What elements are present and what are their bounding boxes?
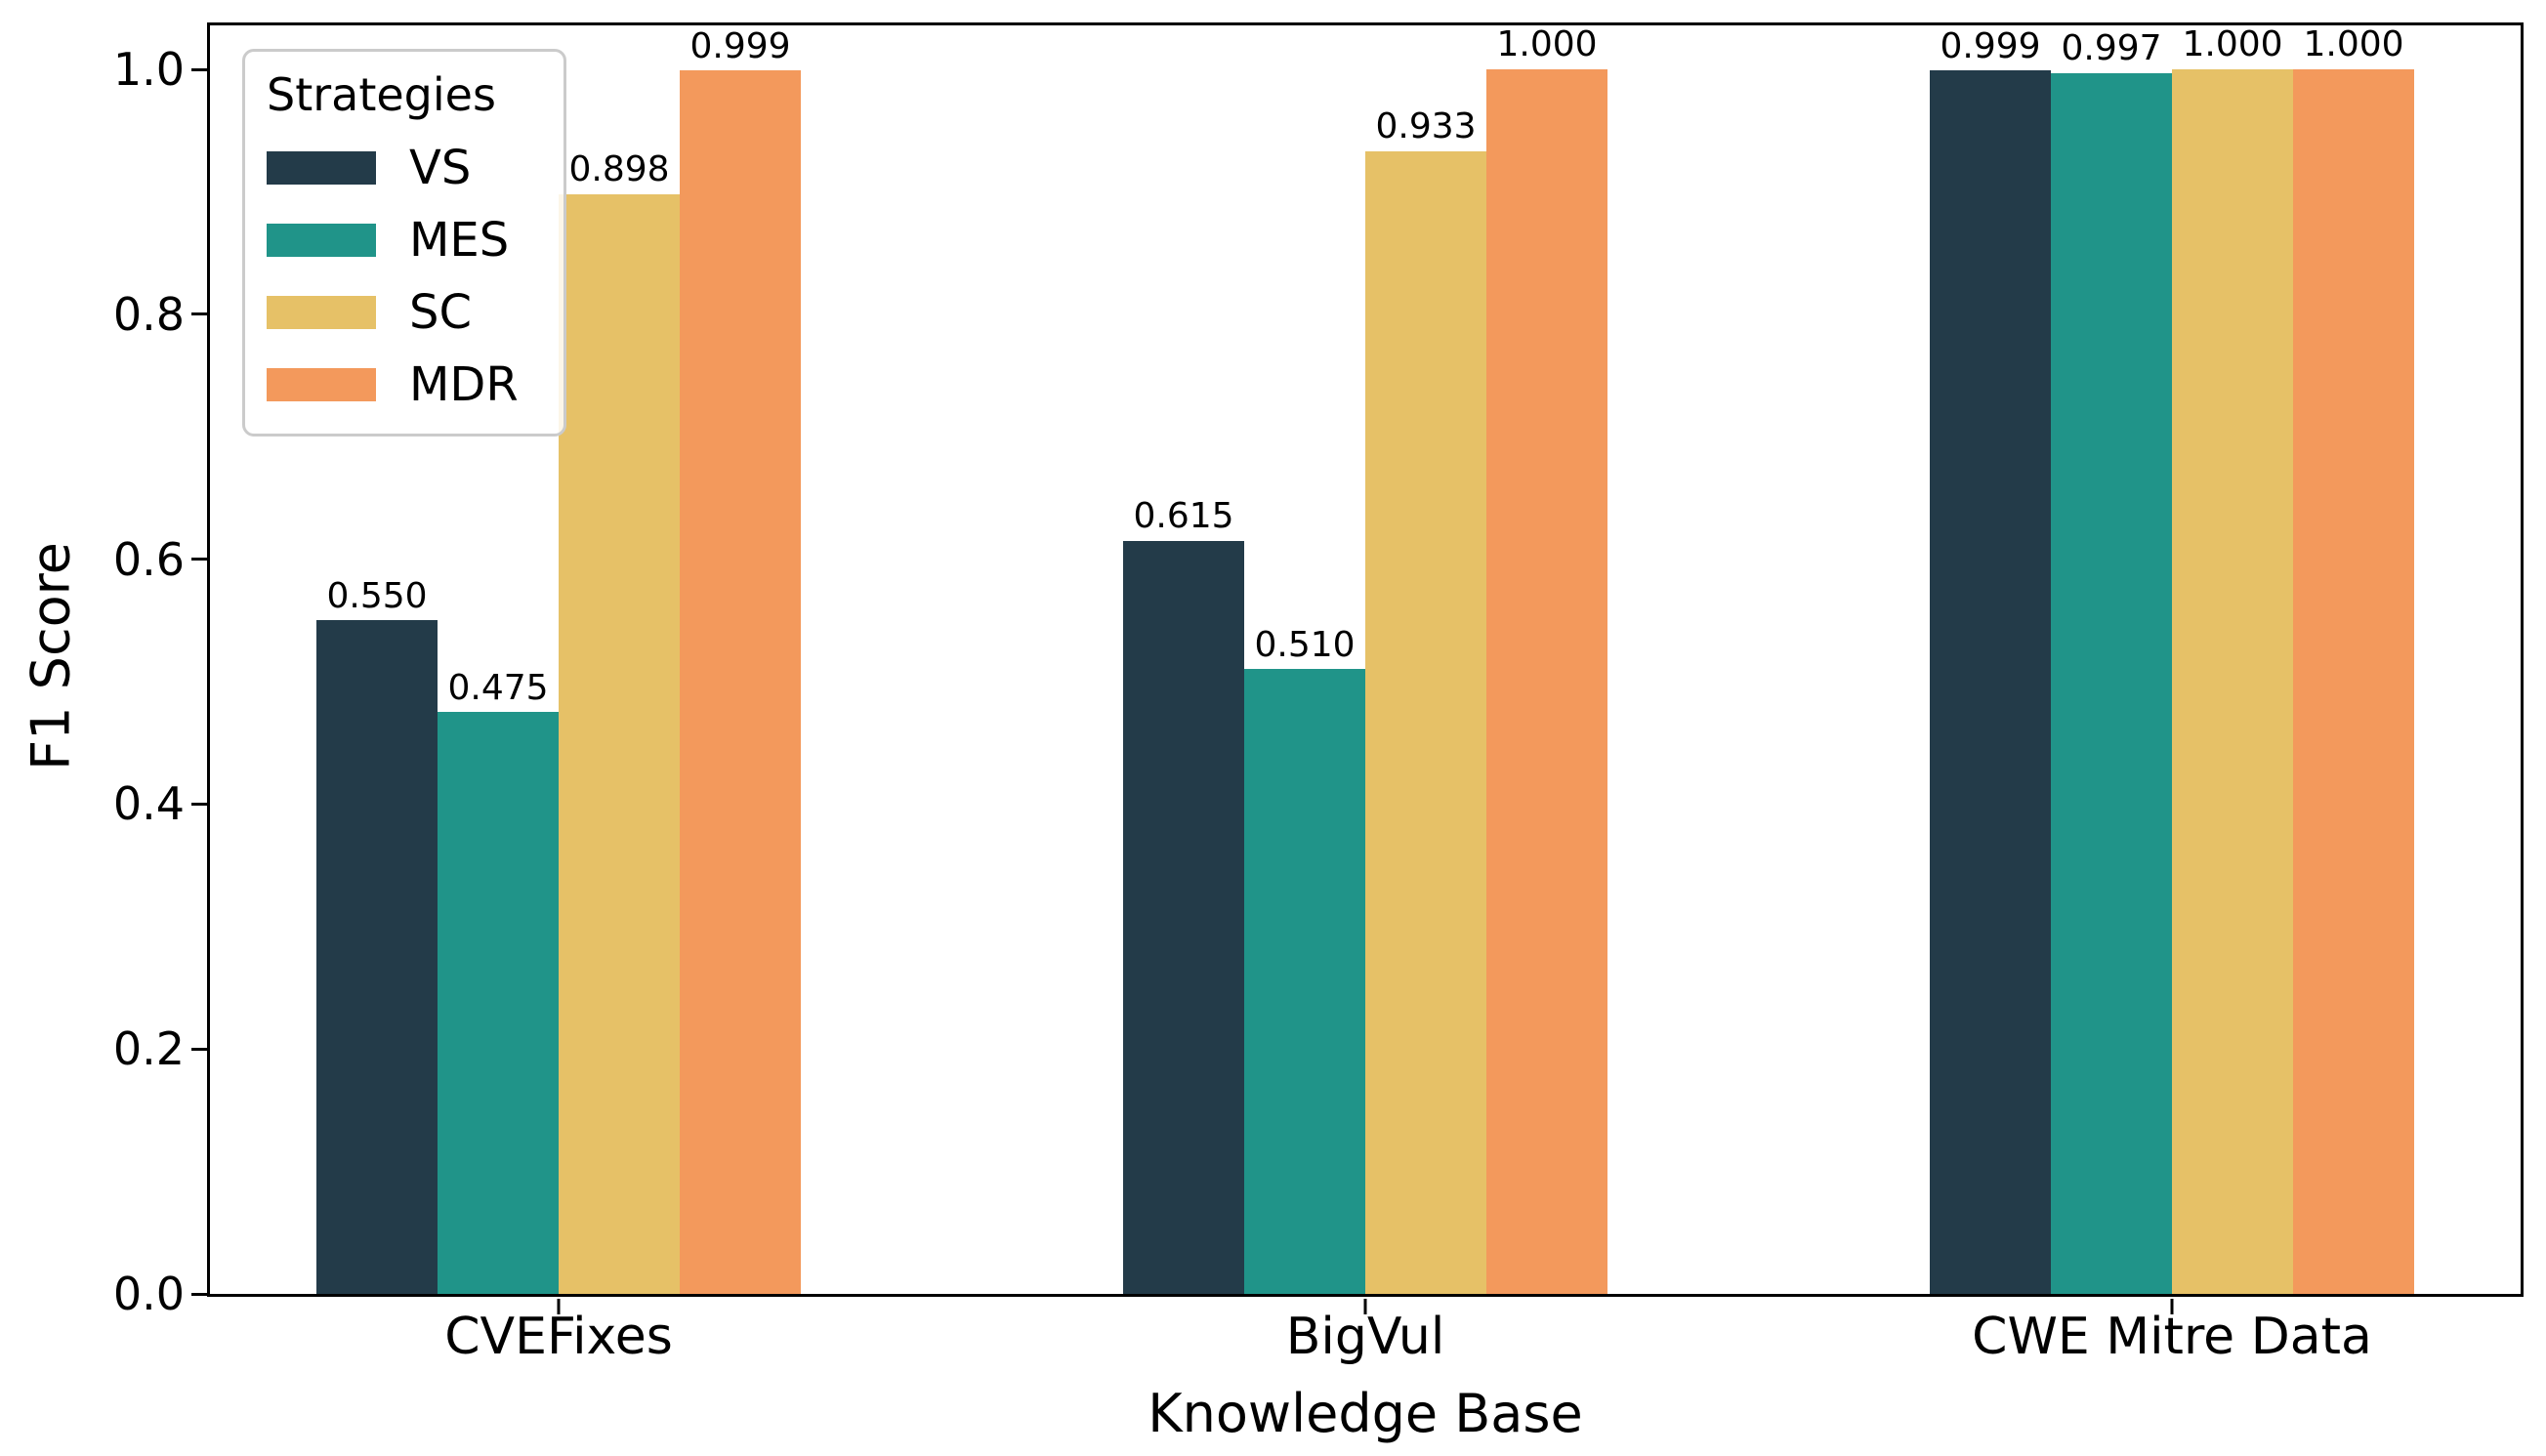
bar-mes-cvefixes: 0.475 (438, 669, 559, 1294)
y-tick-mark-0.0 (191, 1292, 207, 1296)
y-tick-mark-0.4 (191, 802, 207, 806)
x-tick-label-bigvul: BigVul (1285, 1308, 1445, 1366)
legend-entry-mes: MES (267, 217, 519, 264)
bar-value-label-mes-cwe-mitre-data: 0.997 (2061, 28, 2162, 69)
bar-value-label-mes-bigvul: 0.510 (1254, 624, 1356, 665)
bar-vs-cwe-mitre-data: 0.999 (1930, 27, 2051, 1294)
bar-value-label-mes-cvefixes: 0.475 (447, 667, 549, 708)
legend-swatch-mdr (267, 367, 376, 401)
bar-value-label-sc-bigvul: 0.933 (1375, 106, 1477, 147)
bar-mdr-bigvul: 1.000 (1486, 25, 1607, 1294)
x-tick-mark-cwe-mitre-data (2170, 1299, 2174, 1314)
bar-group-bigvul: 0.615 0.510 0.933 1.000 BigVul (1123, 25, 1607, 1365)
bar-vs-bigvul: 0.615 (1123, 497, 1244, 1294)
bar-value-label-mdr-bigvul: 1.000 (1496, 24, 1598, 65)
y-tick-label-0.6: 0.6 (112, 532, 185, 586)
bar-mes-bigvul: 0.510 (1244, 626, 1365, 1294)
bar-value-label-sc-cvefixes: 0.898 (568, 149, 670, 190)
y-tick-label-0.8: 0.8 (112, 287, 185, 341)
legend-swatch-vs (267, 150, 376, 185)
legend-entry-mdr: MDR (267, 361, 519, 408)
y-tick-label-0.4: 0.4 (112, 777, 185, 831)
y-tick-label-1.0: 1.0 (112, 43, 185, 96)
legend-entry-vs: VS (267, 145, 519, 191)
bar-sc-cvefixes: 0.898 (559, 150, 680, 1294)
legend-label-mes: MES (409, 212, 510, 268)
bar-sc-bigvul: 0.933 (1365, 107, 1486, 1294)
bar-sc-cwe-mitre-data: 1.000 (2172, 25, 2293, 1294)
y-tick-mark-0.2 (191, 1047, 207, 1051)
y-axis-title: F1 Score (20, 542, 82, 770)
bar-value-label-mdr-cwe-mitre-data: 1.000 (2303, 24, 2404, 65)
bar-mes-cwe-mitre-data: 0.997 (2051, 29, 2172, 1294)
y-tick-mark-0.8 (191, 312, 207, 316)
bar-mdr-cvefixes: 0.999 (680, 27, 801, 1294)
x-tick-label-cwe-mitre-data: CWE Mitre Data (1972, 1308, 2372, 1366)
bar-value-label-mdr-cvefixes: 0.999 (689, 25, 791, 66)
legend-label-vs: VS (409, 140, 472, 195)
bar-value-label-vs-cwe-mitre-data: 0.999 (1940, 25, 2041, 66)
bar-vs-cvefixes: 0.550 (316, 577, 438, 1294)
plot-area: 0.550 0.475 0.898 0.999 CVEFixes 0.615 0.510 0.… (113, 22, 2524, 1365)
legend-label-sc: SC (409, 284, 472, 340)
y-tick-label-0.2: 0.2 (112, 1022, 185, 1076)
bar-value-label-vs-bigvul: 0.615 (1133, 496, 1234, 537)
x-tick-mark-bigvul (1363, 1299, 1367, 1314)
bar-groups: 0.550 0.475 0.898 0.999 CVEFixes 0.615 0.510 0.… (210, 25, 2521, 1365)
x-axis-title: Knowledge Base (1148, 1383, 1583, 1444)
y-tick-mark-1.0 (191, 67, 207, 71)
x-tick-label-cvefixes: CVEFixes (444, 1308, 673, 1366)
legend-swatch-sc (267, 295, 376, 329)
legend: Strategies VS MES SC MDR (242, 49, 566, 437)
bar-group-cvefixes: 0.550 0.475 0.898 0.999 CVEFixes (316, 25, 801, 1365)
legend-title: Strategies (267, 68, 496, 121)
bar-mdr-cwe-mitre-data: 1.000 (2293, 25, 2414, 1294)
bar-group-cwe-mitre-data: 0.999 0.997 1.000 1.000 CWE Mitre Data (1930, 25, 2414, 1365)
x-tick-mark-cvefixes (557, 1299, 561, 1314)
bar-value-label-sc-cwe-mitre-data: 1.000 (2182, 24, 2283, 65)
y-tick-label-0.0: 0.0 (112, 1268, 185, 1320)
legend-label-mdr: MDR (409, 356, 519, 412)
legend-entry-sc: SC (267, 289, 519, 336)
legend-swatch-mes (267, 223, 376, 257)
bar-value-label-vs-cvefixes: 0.550 (326, 575, 428, 616)
y-tick-mark-0.6 (191, 558, 207, 562)
